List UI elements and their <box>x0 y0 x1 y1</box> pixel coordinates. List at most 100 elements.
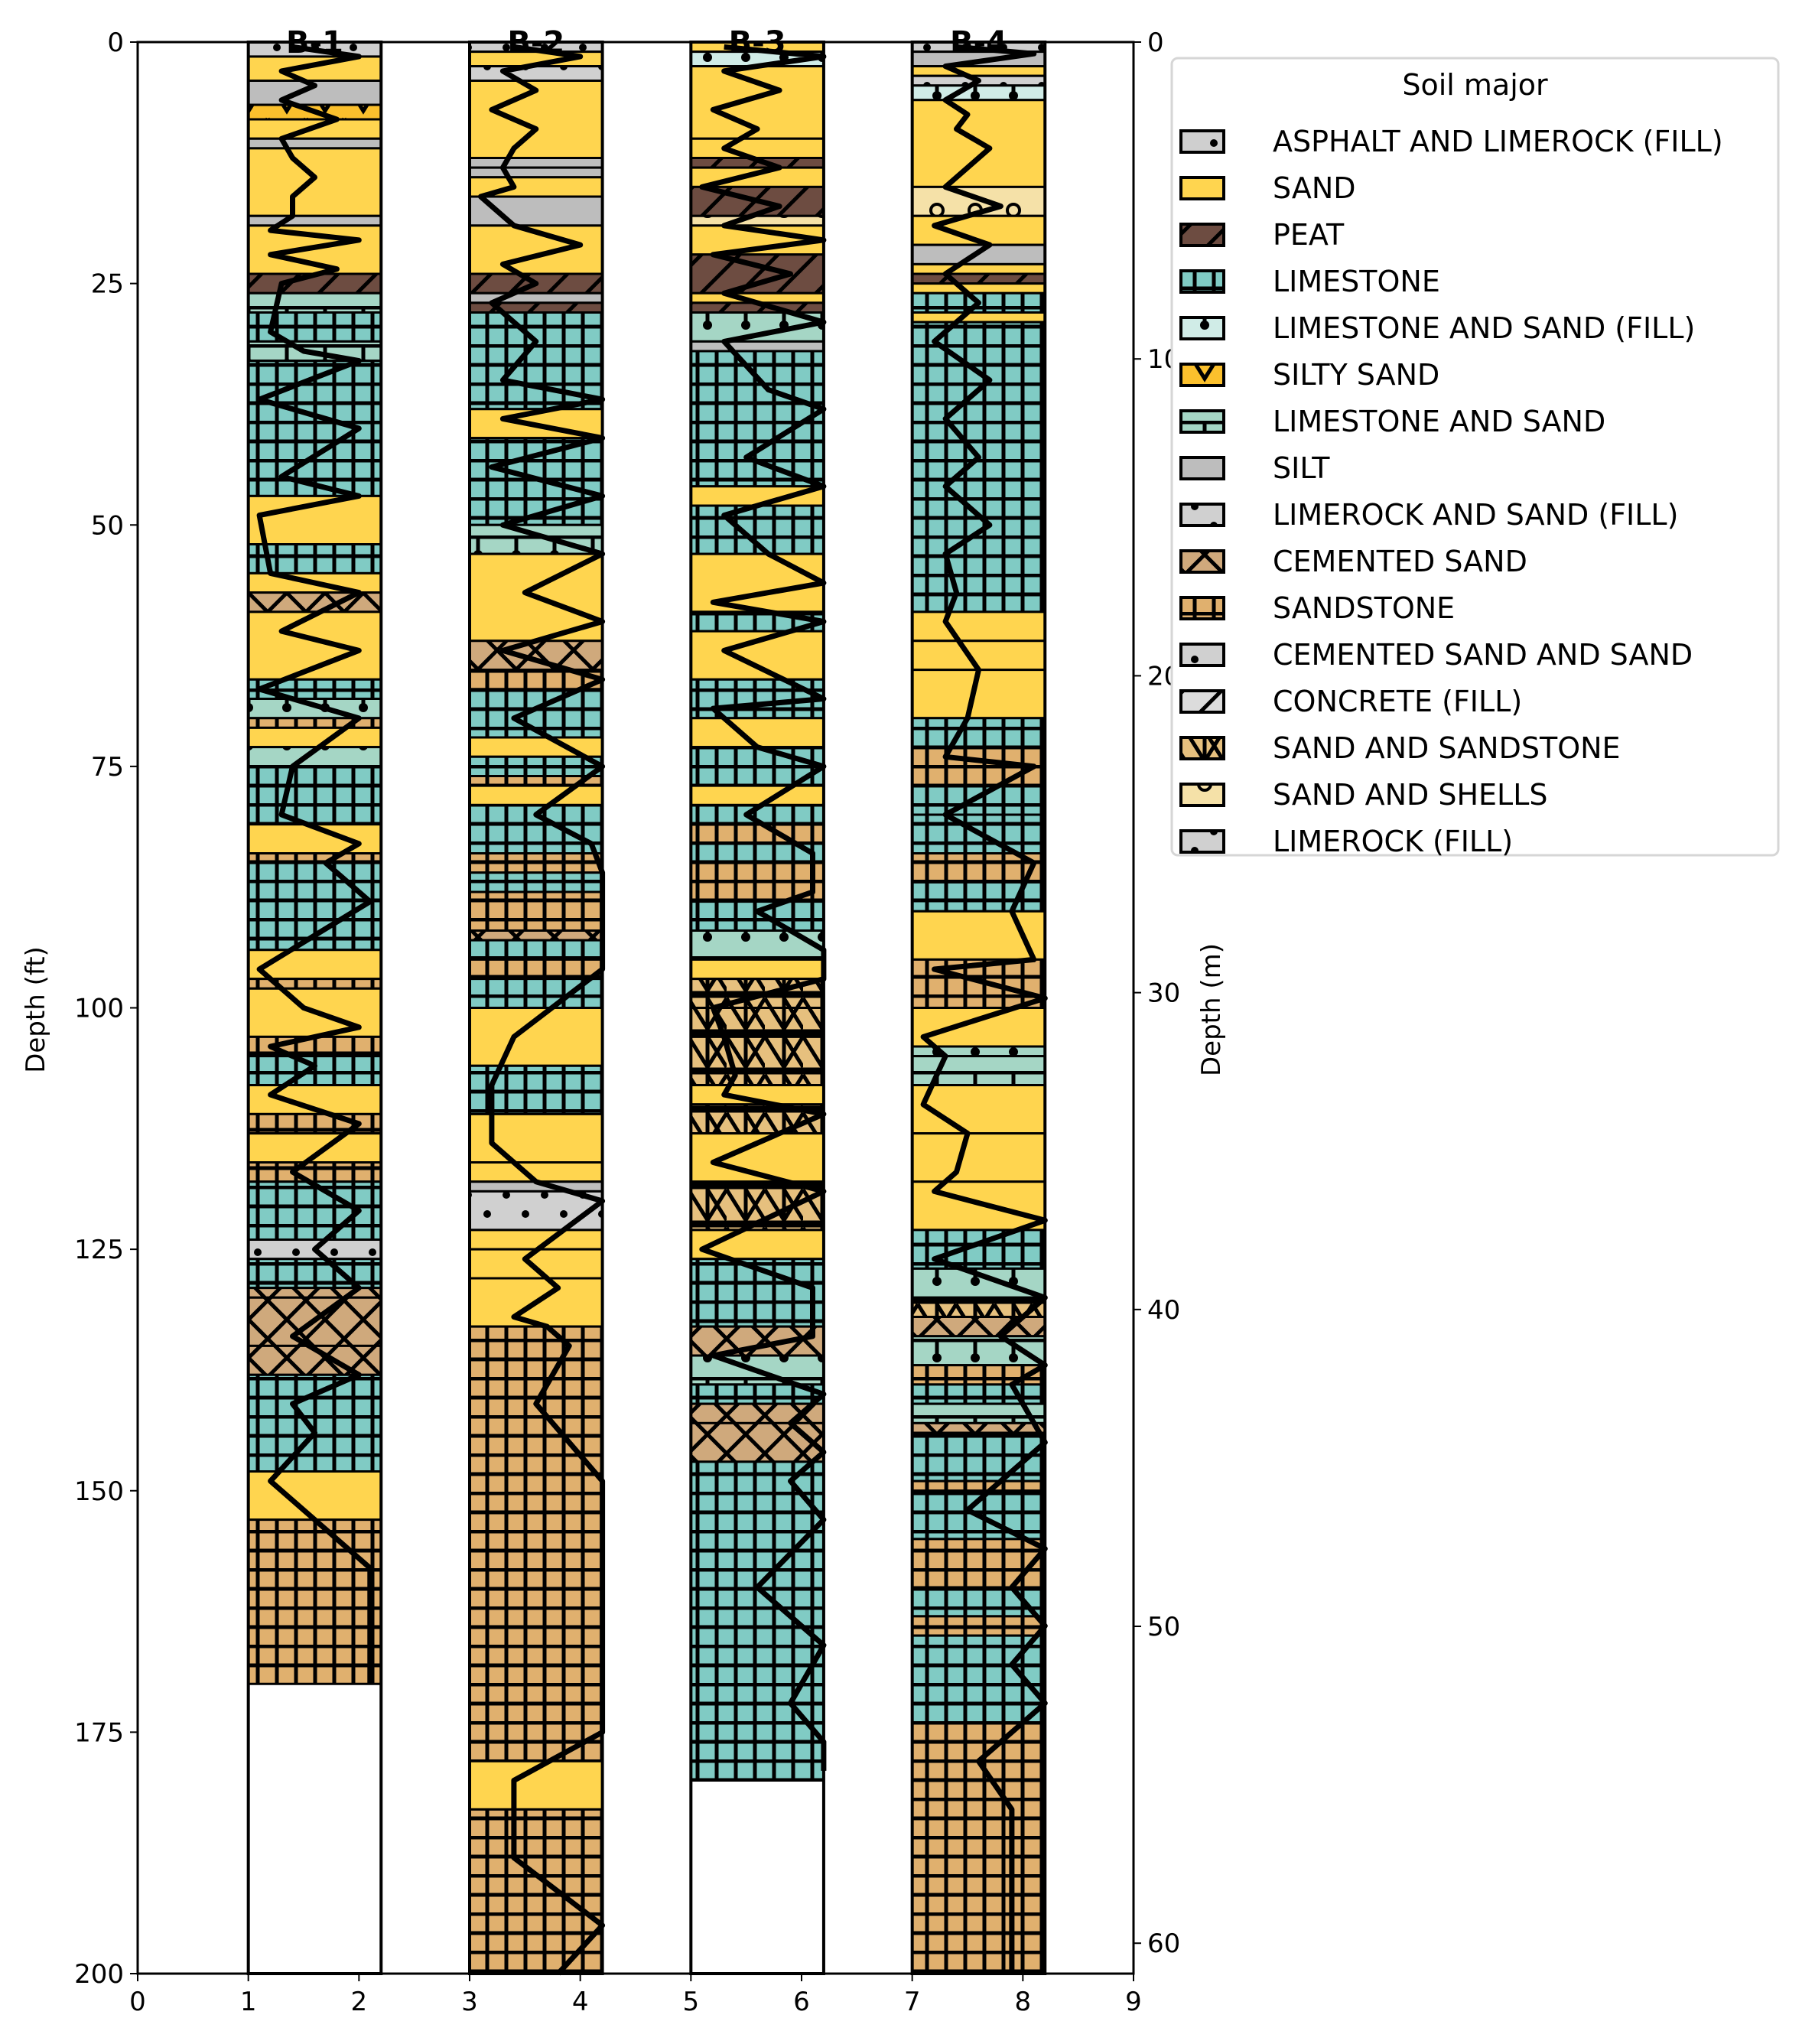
soil-layer-sand <box>247 1470 382 1522</box>
x-tick-label: 8 <box>1015 1987 1032 2017</box>
soil-layer-sandstone <box>911 1538 1046 1589</box>
legend-label: ASPHALT AND LIMEROCK (FILL) <box>1273 125 1723 158</box>
legend-item: LIMESTONE AND SAND <box>1179 405 1605 438</box>
legend-swatch <box>1179 409 1225 434</box>
x-tick-label: 2 <box>351 1987 368 2017</box>
soil-layer-peat <box>911 272 1046 285</box>
soil-layer-limestone <box>911 1383 1046 1405</box>
legend-swatch <box>1179 643 1225 667</box>
soil-layer-cemented_sand <box>911 1316 1046 1338</box>
soil-layer-cemented_sand <box>911 1421 1046 1434</box>
legend-label: CEMENTED SAND AND SAND <box>1273 638 1693 672</box>
soil-layer-limestone <box>247 311 382 343</box>
soil-layer-sandstone <box>911 1615 1046 1637</box>
soil-layer-silt <box>247 214 382 227</box>
soil-layer-sand <box>911 640 1046 672</box>
x-tick-label: 0 <box>129 1987 146 2017</box>
y-tick-label-right: 50 <box>1147 1612 1180 1642</box>
soil-layer-cemented_sand <box>468 929 604 942</box>
legend-item: CEMENTED SAND AND SAND <box>1179 638 1693 672</box>
soil-layer-limestone <box>468 755 604 777</box>
soil-layer-cemented_sand <box>247 591 382 614</box>
legend-swatch <box>1179 596 1225 620</box>
soil-layer-peat <box>689 253 825 295</box>
soil-layer-limestone <box>911 1229 1046 1270</box>
boring-column-B-3 <box>689 41 825 1975</box>
soil-layer-cemented_sand <box>689 1325 825 1357</box>
legend-item: SILTY SAND <box>1179 358 1439 392</box>
soil-layer-sand <box>689 784 825 806</box>
soil-layer-sandstone <box>689 823 825 845</box>
legend-label: LIMESTONE <box>1273 265 1440 298</box>
soil-layer-cemented_sand <box>689 1421 825 1463</box>
legend-swatch <box>1179 456 1225 480</box>
column-title: B-3 <box>729 25 786 60</box>
legend-label: LIMESTONE AND SAND (FILL) <box>1273 311 1695 345</box>
soil-layer-sand <box>689 717 825 749</box>
y-tick-label-left: 25 <box>91 269 124 300</box>
soil-layer-limestone <box>247 1055 382 1086</box>
soil-layer-sandstone <box>468 890 604 932</box>
x-tick-label: 1 <box>240 1987 257 2017</box>
soil-layer-silt <box>468 166 604 179</box>
soil-layer-limestone <box>247 1258 382 1290</box>
legend-item: SILT <box>1179 451 1330 485</box>
legend-item: SAND AND SHELLS <box>1179 778 1548 812</box>
legend-label: SILT <box>1273 451 1330 485</box>
soil-layer-limestone <box>247 1373 382 1473</box>
soil-layer-silt <box>247 137 382 150</box>
soil-layer-sand <box>468 1007 604 1067</box>
soil-layer-silt <box>689 340 825 353</box>
soil-layer-limestone <box>911 321 1046 614</box>
curve-B-1 <box>256 44 373 1684</box>
legend-item: CONCRETE (FILL) <box>1179 685 1522 718</box>
legend-swatch <box>1179 316 1225 340</box>
legend-label: SANDSTONE <box>1273 591 1455 625</box>
soil-layer-limestone <box>468 437 604 526</box>
y-tick-label-right: 0 <box>1147 28 1164 58</box>
legend-swatch <box>1179 363 1225 387</box>
soil-layer-sand <box>689 485 825 507</box>
soil-layer-limestone <box>468 939 604 961</box>
x-tick-label: 3 <box>461 1987 478 2017</box>
soil-layer-limestone <box>689 1460 825 1782</box>
soil-layer-limestone <box>247 765 382 826</box>
y-tick-label-left: 125 <box>74 1235 124 1265</box>
legend-label: LIMESTONE AND SAND <box>1273 405 1605 438</box>
legend-swatch <box>1179 829 1225 854</box>
legend-item: LIMESTONE AND SAND (FILL) <box>1179 311 1695 345</box>
legend-item: LIMESTONE <box>1179 265 1440 298</box>
legend-swatch <box>1179 176 1225 200</box>
legend-label: LIMEROCK AND SAND (FILL) <box>1273 498 1678 532</box>
legend-swatch <box>1179 503 1225 527</box>
curve-B-2 <box>478 44 606 1976</box>
legend-label: SAND AND SANDSTONE <box>1273 731 1621 765</box>
legend-label: SAND <box>1273 171 1356 205</box>
column-title: B-2 <box>507 25 564 60</box>
legend-swatch <box>1179 736 1225 760</box>
y-tick-label-left: 175 <box>74 1717 124 1748</box>
y-tick-label-right: 60 <box>1147 1928 1180 1959</box>
legend-box <box>1170 57 1780 857</box>
soil-layer-sand <box>689 137 825 159</box>
y-axis-label-left: Depth (ft) <box>21 946 51 1073</box>
x-tick-label: 7 <box>904 1987 921 2017</box>
legend-item: SANDSTONE <box>1179 591 1455 625</box>
x-tick-label: 4 <box>572 1987 589 2017</box>
y-tick-label-right: 30 <box>1147 978 1180 1009</box>
soil-layer-sand_shells <box>689 214 825 227</box>
legend-item: SAND AND SANDSTONE <box>1179 731 1621 765</box>
soil-layer-cemented_sand <box>468 640 604 672</box>
x-tick-label: 5 <box>683 1987 700 2017</box>
legend-swatch <box>1179 269 1225 294</box>
y-tick-label-left: 75 <box>91 752 124 783</box>
boring-curves <box>256 44 1048 1976</box>
soil-layer-sandstone <box>468 852 604 874</box>
x-tick-label: 9 <box>1125 1987 1142 2017</box>
column-titles: B-1 B-2 B-3 B-4 <box>286 25 1007 60</box>
soil-layer-limestone_sand <box>247 291 382 314</box>
legend-item: PEAT <box>1179 218 1345 252</box>
legend-item: LIMEROCK (FILL) <box>1179 825 1513 858</box>
y-tick-label-left: 150 <box>74 1476 124 1507</box>
legend-label: SAND AND SHELLS <box>1273 778 1548 812</box>
